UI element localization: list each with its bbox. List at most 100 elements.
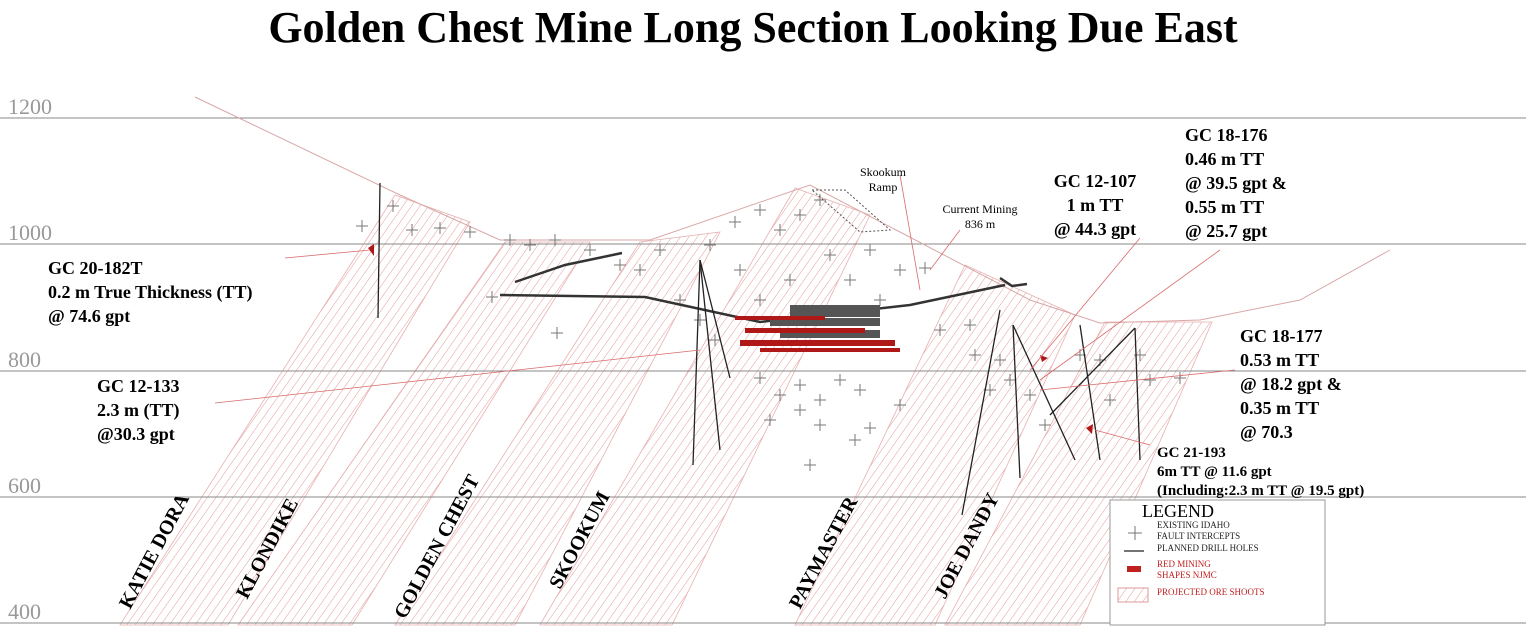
drill-hole bbox=[699, 259, 721, 451]
site-label: Current Mining bbox=[943, 202, 1018, 216]
annotation: @ 70.3 bbox=[1240, 422, 1293, 442]
fault-intercept bbox=[994, 354, 1006, 366]
legend-label: EXISTING IDAHO bbox=[1157, 520, 1230, 530]
fault-intercept bbox=[356, 220, 368, 232]
fault-intercept bbox=[406, 224, 418, 236]
mining-shape bbox=[1040, 355, 1048, 362]
fault-intercept bbox=[919, 262, 931, 274]
fault-intercept bbox=[551, 327, 563, 339]
elevation-label: 800 bbox=[8, 347, 41, 372]
fault-intercept bbox=[694, 314, 706, 326]
fault-intercept bbox=[964, 319, 976, 331]
mining-shape bbox=[760, 348, 900, 352]
fault-intercept bbox=[969, 349, 981, 361]
elevation-label: 1200 bbox=[8, 94, 52, 119]
fault-intercept bbox=[754, 204, 766, 216]
drill-hole bbox=[377, 182, 381, 319]
legend-symbol bbox=[1128, 526, 1142, 540]
leader-line bbox=[1039, 369, 1236, 391]
fault-intercept bbox=[486, 291, 498, 303]
fault-intercept bbox=[764, 414, 776, 426]
fault-intercept bbox=[814, 394, 826, 406]
annotation: GC 18-176 bbox=[1185, 125, 1268, 145]
fault-intercept bbox=[549, 234, 561, 246]
mining-shape bbox=[735, 316, 825, 320]
fault-intercept bbox=[387, 200, 399, 212]
ore-shoot bbox=[944, 321, 1213, 626]
fault-intercept bbox=[894, 264, 906, 276]
fault-intercept bbox=[524, 239, 536, 251]
fault-intercept bbox=[849, 434, 861, 446]
fault-intercept bbox=[754, 372, 766, 384]
annotation: GC 20-182T bbox=[48, 258, 143, 278]
annotation: 0.35 m TT bbox=[1240, 398, 1319, 418]
drift bbox=[999, 276, 1028, 288]
annotation: 2.3 m (TT) bbox=[97, 400, 180, 421]
ore-shoot bbox=[119, 194, 471, 626]
annotation: GC 12-133 bbox=[97, 376, 180, 396]
leader-line bbox=[1094, 429, 1151, 446]
annotation: 0.55 m TT bbox=[1185, 197, 1264, 217]
drill-hole bbox=[699, 259, 731, 379]
fault-intercept bbox=[834, 374, 846, 386]
leader-line bbox=[899, 174, 921, 291]
leader-line bbox=[284, 249, 371, 259]
fault-intercept bbox=[504, 234, 516, 246]
drill-hole bbox=[1012, 324, 1076, 461]
fault-intercept bbox=[1144, 374, 1156, 386]
mining-shape bbox=[1086, 424, 1093, 434]
fault-intercept bbox=[824, 249, 836, 261]
fault-intercept bbox=[1039, 419, 1051, 431]
legend-label: PROJECTED ORE SHOOTS bbox=[1157, 587, 1265, 597]
legend-box bbox=[1109, 499, 1326, 626]
fault-intercept bbox=[774, 224, 786, 236]
annotation: 0.2 m True Thickness (TT) bbox=[48, 282, 253, 303]
annotation: @ 44.3 gpt bbox=[1054, 219, 1136, 239]
fault-intercept bbox=[754, 294, 766, 306]
mining-shape bbox=[368, 244, 374, 256]
annotation: @ 39.5 gpt & bbox=[1185, 173, 1287, 193]
leader-line bbox=[929, 229, 961, 271]
drill-hole bbox=[692, 259, 701, 466]
fault-intercept bbox=[864, 422, 876, 434]
leader-line bbox=[1029, 237, 1141, 371]
fault-intercept bbox=[654, 244, 666, 256]
fault-intercept bbox=[854, 384, 866, 396]
annotation: 6m TT @ 11.6 gpt bbox=[1157, 464, 1272, 480]
fault-intercept bbox=[934, 324, 946, 336]
fault-intercept bbox=[874, 294, 886, 306]
annotation: GC 12-107 bbox=[1054, 171, 1137, 191]
drift bbox=[770, 318, 880, 326]
fault-intercept bbox=[1174, 372, 1186, 384]
mining-shape bbox=[740, 340, 895, 346]
fault-intercept bbox=[584, 244, 596, 256]
elevation-label: 600 bbox=[8, 473, 41, 498]
drill-hole bbox=[961, 309, 1001, 516]
fault-intercept bbox=[704, 239, 716, 251]
annotation: @ 74.6 gpt bbox=[48, 306, 130, 326]
fault-intercept bbox=[804, 459, 816, 471]
ore-shoot bbox=[394, 231, 721, 626]
legend-title: LEGEND bbox=[1142, 501, 1214, 521]
fault-intercept bbox=[634, 264, 646, 276]
elevation-label: 1000 bbox=[8, 220, 52, 245]
annotation: (Including:2.3 m TT @ 19.5 gpt) bbox=[1157, 483, 1364, 499]
fault-intercept bbox=[794, 209, 806, 221]
annotation: @30.3 gpt bbox=[97, 424, 175, 444]
ore-shoot bbox=[237, 241, 591, 626]
legend-label: RED MINING bbox=[1157, 559, 1211, 569]
title: Golden Chest Mine Long Section Looking D… bbox=[268, 3, 1238, 52]
fault-intercept bbox=[894, 399, 906, 411]
fault-intercept bbox=[734, 264, 746, 276]
fault-intercept bbox=[709, 334, 721, 346]
fault-intercept bbox=[984, 384, 996, 396]
fault-intercept bbox=[794, 379, 806, 391]
site-label: 836 m bbox=[965, 217, 996, 231]
fault-intercept bbox=[1104, 394, 1116, 406]
topography bbox=[194, 96, 1391, 324]
annotation: 0.46 m TT bbox=[1185, 149, 1264, 169]
fault-intercept bbox=[774, 389, 786, 401]
annotation: 1 m TT bbox=[1067, 195, 1124, 215]
annotation: 0.53 m TT bbox=[1240, 350, 1319, 370]
fault-intercept bbox=[614, 259, 626, 271]
